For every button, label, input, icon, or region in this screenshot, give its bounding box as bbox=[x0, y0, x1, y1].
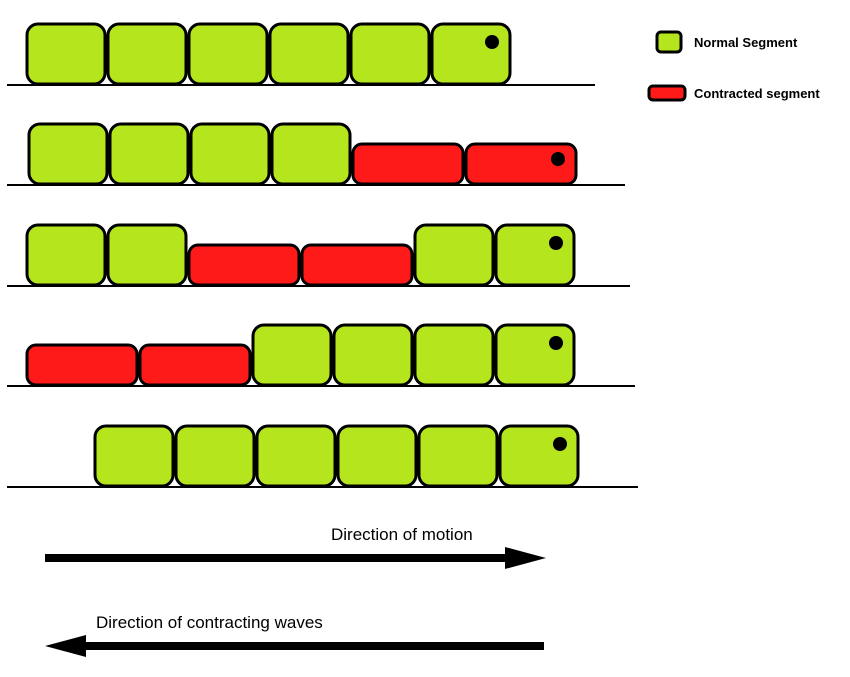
legend-contracted-swatch bbox=[647, 84, 687, 102]
contracted-segment bbox=[25, 343, 139, 387]
waves-arrow: Direction of contracting waves bbox=[45, 613, 544, 657]
stage-4 bbox=[7, 323, 635, 387]
normal-segment bbox=[25, 223, 107, 287]
normal-segment bbox=[93, 424, 175, 488]
normal-segment bbox=[417, 424, 499, 488]
contracted-segment bbox=[300, 243, 414, 287]
waves-arrow-label: Direction of contracting waves bbox=[96, 613, 323, 632]
normal-segment bbox=[336, 424, 418, 488]
stages-group bbox=[7, 22, 638, 488]
normal-segment bbox=[430, 22, 512, 86]
normal-segment bbox=[494, 223, 576, 287]
normal-segment bbox=[187, 22, 269, 86]
normal-segment bbox=[413, 223, 495, 287]
head-marker-dot bbox=[551, 152, 565, 166]
waves-arrow-head bbox=[45, 635, 86, 657]
legend-normal-swatch bbox=[655, 30, 683, 54]
head-marker-dot bbox=[549, 236, 563, 250]
normal-segment bbox=[25, 22, 107, 86]
normal-segment bbox=[494, 323, 576, 387]
normal-segment bbox=[27, 122, 109, 186]
legend: Normal Segment Contracted segment bbox=[647, 30, 820, 102]
head-marker-dot bbox=[485, 35, 499, 49]
normal-segment bbox=[106, 223, 188, 287]
normal-segment bbox=[108, 122, 190, 186]
contracted-segment bbox=[351, 142, 465, 186]
normal-segment bbox=[174, 424, 256, 488]
head-marker-dot bbox=[549, 336, 563, 350]
contracted-segment bbox=[187, 243, 301, 287]
normal-segment bbox=[332, 323, 414, 387]
legend-contracted-label: Contracted segment bbox=[694, 86, 820, 101]
stage-2 bbox=[7, 122, 625, 186]
normal-segment bbox=[255, 424, 337, 488]
stage-5 bbox=[7, 424, 638, 488]
contracted-segment bbox=[138, 343, 252, 387]
stage-3 bbox=[7, 223, 630, 287]
head-marker-dot bbox=[553, 437, 567, 451]
normal-segment bbox=[413, 323, 495, 387]
normal-segment bbox=[251, 323, 333, 387]
motion-arrow-head bbox=[505, 547, 546, 569]
normal-segment bbox=[349, 22, 431, 86]
normal-segment bbox=[498, 424, 580, 488]
normal-segment bbox=[270, 122, 352, 186]
stage-1 bbox=[7, 22, 595, 86]
normal-segment bbox=[268, 22, 350, 86]
motion-arrow: Direction of motion bbox=[45, 525, 546, 569]
legend-normal-label: Normal Segment bbox=[694, 35, 798, 50]
normal-segment bbox=[189, 122, 271, 186]
normal-segment bbox=[106, 22, 188, 86]
motion-arrow-label: Direction of motion bbox=[331, 525, 473, 544]
contracted-segment bbox=[464, 142, 578, 186]
